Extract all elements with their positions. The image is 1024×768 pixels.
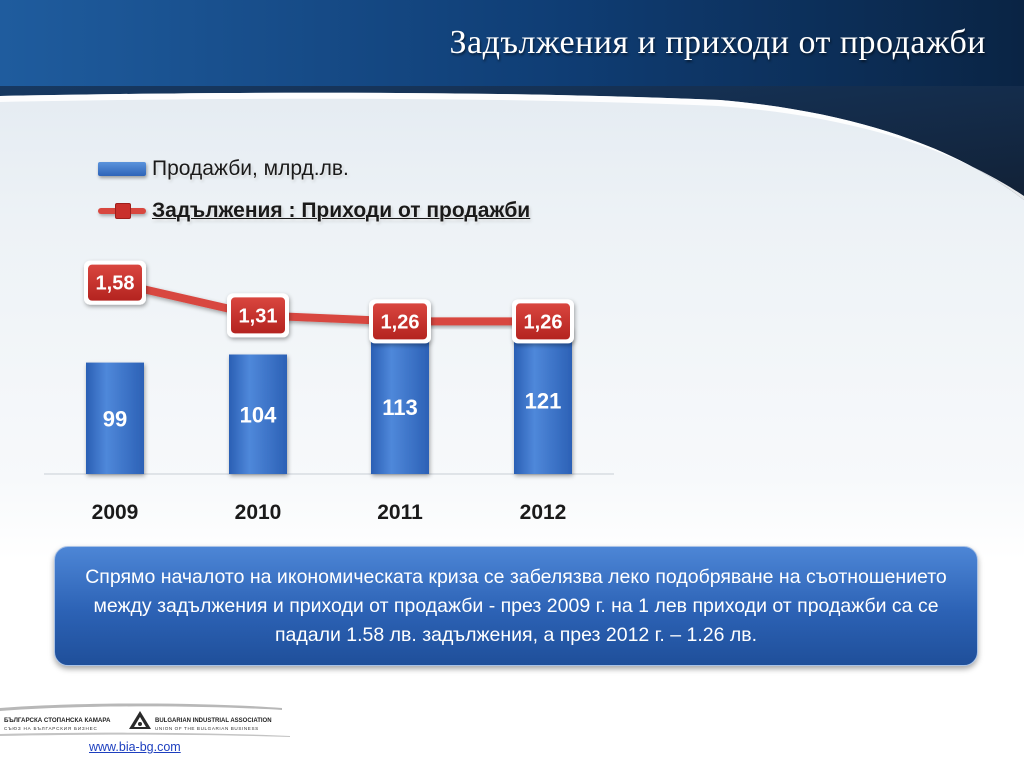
chart: 99 104 113 121 1,58 1,31 1,26 1,26 2009 2010 2011…: [44, 260, 614, 524]
ratio-line: [111, 278, 547, 326]
slide-title: Задължения и приходи от продажби: [449, 24, 986, 61]
legend-swatch-line: [98, 203, 146, 219]
ratio-marker-2011: [373, 303, 427, 340]
info-box: Спрямо началото на икономическата криза …: [54, 546, 978, 666]
legend-label-sales: Продажби, млрд.лв.: [152, 157, 349, 180]
ratio-label: 1,31: [239, 305, 278, 327]
logo-bg-sub: СЪЮЗ НА БЪЛГАРСКИЯ БИЗНЕС: [4, 726, 98, 731]
logo-en-sub: UNION OF THE BULGARIAN BUSINESS: [155, 726, 259, 731]
sales-bar-2012: [514, 327, 572, 474]
legend-swatch-bar: [98, 162, 146, 176]
sales-bar-2009: [86, 362, 144, 474]
footer-website-link[interactable]: www.bia-bg.com: [89, 740, 181, 754]
category-label-2010: 2010: [235, 501, 282, 524]
logo-bg-name: БЪЛГАРСКА СТОПАНСКА КАМАРА: [4, 717, 111, 724]
ratio-marker-2010: [231, 297, 285, 334]
legend-label-ratio: Задължения : Приходи от продажби: [152, 199, 531, 222]
sales-bar-label: 99: [103, 406, 127, 431]
footer-logo: БЪЛГАРСКА СТОПАНСКА КАМАРА СЪЮЗ НА БЪЛГА…: [0, 703, 290, 737]
sales-bar-label: 104: [240, 402, 277, 427]
header-band: [0, 0, 1024, 200]
category-label-2012: 2012: [520, 501, 567, 524]
ratio-label: 1,58: [96, 273, 135, 295]
category-label-2011: 2011: [377, 501, 423, 524]
ratio-marker-2009: [88, 264, 142, 301]
ratio-marker-2012: [516, 303, 570, 340]
sales-bar-label: 121: [525, 389, 562, 414]
legend-item-ratio: Задължения : Приходи от продажби: [98, 196, 530, 226]
logo-emblem-icon: [129, 711, 151, 729]
legend-item-sales: Продажби, млрд.лв.: [98, 154, 349, 184]
sales-bar-2010: [229, 354, 287, 474]
logo-en-name: BULGARIAN INDUSTRIAL ASSOCIATION: [155, 718, 272, 724]
sales-bar-2011: [371, 339, 429, 474]
sales-bar-label: 113: [382, 395, 418, 420]
ratio-label: 1,26: [381, 311, 420, 333]
category-label-2009: 2009: [92, 501, 139, 524]
ratio-label: 1,26: [524, 311, 563, 333]
